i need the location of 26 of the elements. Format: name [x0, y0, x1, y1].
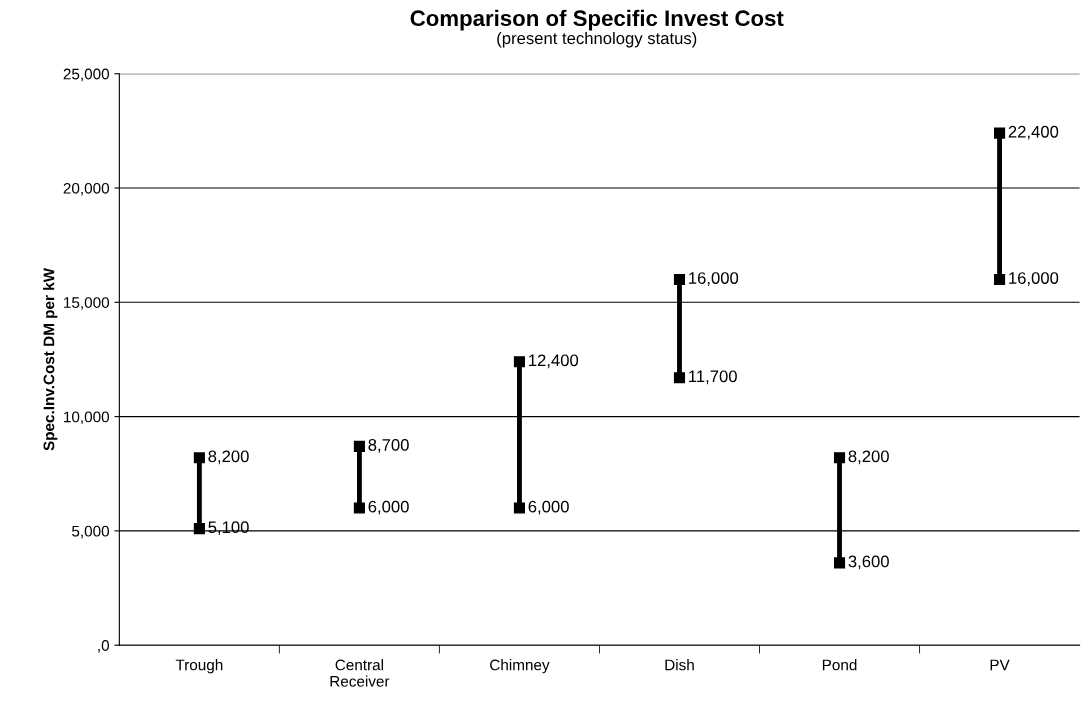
chart-title: Comparison of Specific Invest Cost [410, 9, 784, 31]
x-tick-label: Chimney [490, 659, 550, 674]
y-tick-label: ,0 [98, 640, 110, 653]
y-tick-label: 15,000 [64, 297, 110, 310]
x-tick-label: Central Receiver [330, 659, 390, 687]
x-tick-label: Trough [175, 659, 223, 674]
data-label: 8,200 [208, 450, 249, 465]
data-label: 6,000 [528, 500, 569, 515]
data-label: 22,400 [1008, 125, 1059, 140]
y-axis-title: Spec.Inv.Cost DM per kW [43, 267, 58, 451]
y-tick-label: 20,000 [63, 182, 110, 196]
x-tick-label: Dish [665, 659, 694, 671]
data-label: 16,000 [1009, 272, 1059, 286]
y-tick-label: 5,000 [72, 525, 110, 539]
y-tick-label: 25,000 [63, 68, 110, 82]
data-label: 11,700 [689, 370, 737, 385]
data-label: 8,200 [848, 450, 889, 465]
y-tick-label: 10,000 [64, 411, 110, 425]
x-tick-label: PV [990, 659, 1010, 671]
data-label: 8,700 [368, 439, 409, 453]
data-label: 3,600 [848, 555, 889, 570]
x-tick-label: Pond [822, 659, 857, 671]
chart-subtitle: (present technology status) [497, 31, 697, 48]
data-label: 12,400 [529, 354, 579, 369]
data-label: 16,000 [689, 272, 739, 286]
data-label: 6,000 [368, 500, 409, 515]
